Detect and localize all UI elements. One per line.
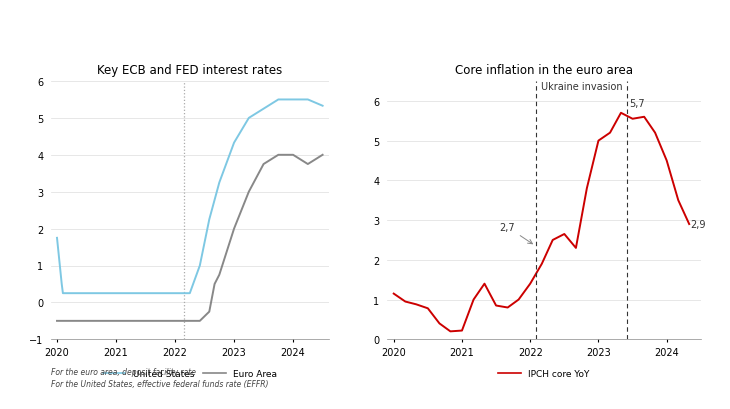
Text: 2,7: 2,7: [499, 222, 532, 244]
Legend: IPCH core YoY: IPCH core YoY: [495, 365, 593, 381]
Text: Monetary tightening, and the decrease in core inflation: Monetary tightening, and the decrease in…: [18, 31, 539, 49]
Title: Key ECB and FED interest rates: Key ECB and FED interest rates: [97, 63, 283, 76]
Text: 2,9: 2,9: [691, 220, 706, 229]
Title: Core inflation in the euro area: Core inflation in the euro area: [455, 63, 633, 76]
Text: For the euro area, deposit facility rate: For the euro area, deposit facility rate: [51, 367, 196, 376]
Text: For the United States, effective federal funds rate (EFFR): For the United States, effective federal…: [51, 380, 269, 389]
Legend: United States, Euro Area: United States, Euro Area: [99, 365, 280, 381]
Text: Ukraine invasion: Ukraine invasion: [541, 82, 622, 92]
Text: 5,7: 5,7: [629, 99, 645, 109]
